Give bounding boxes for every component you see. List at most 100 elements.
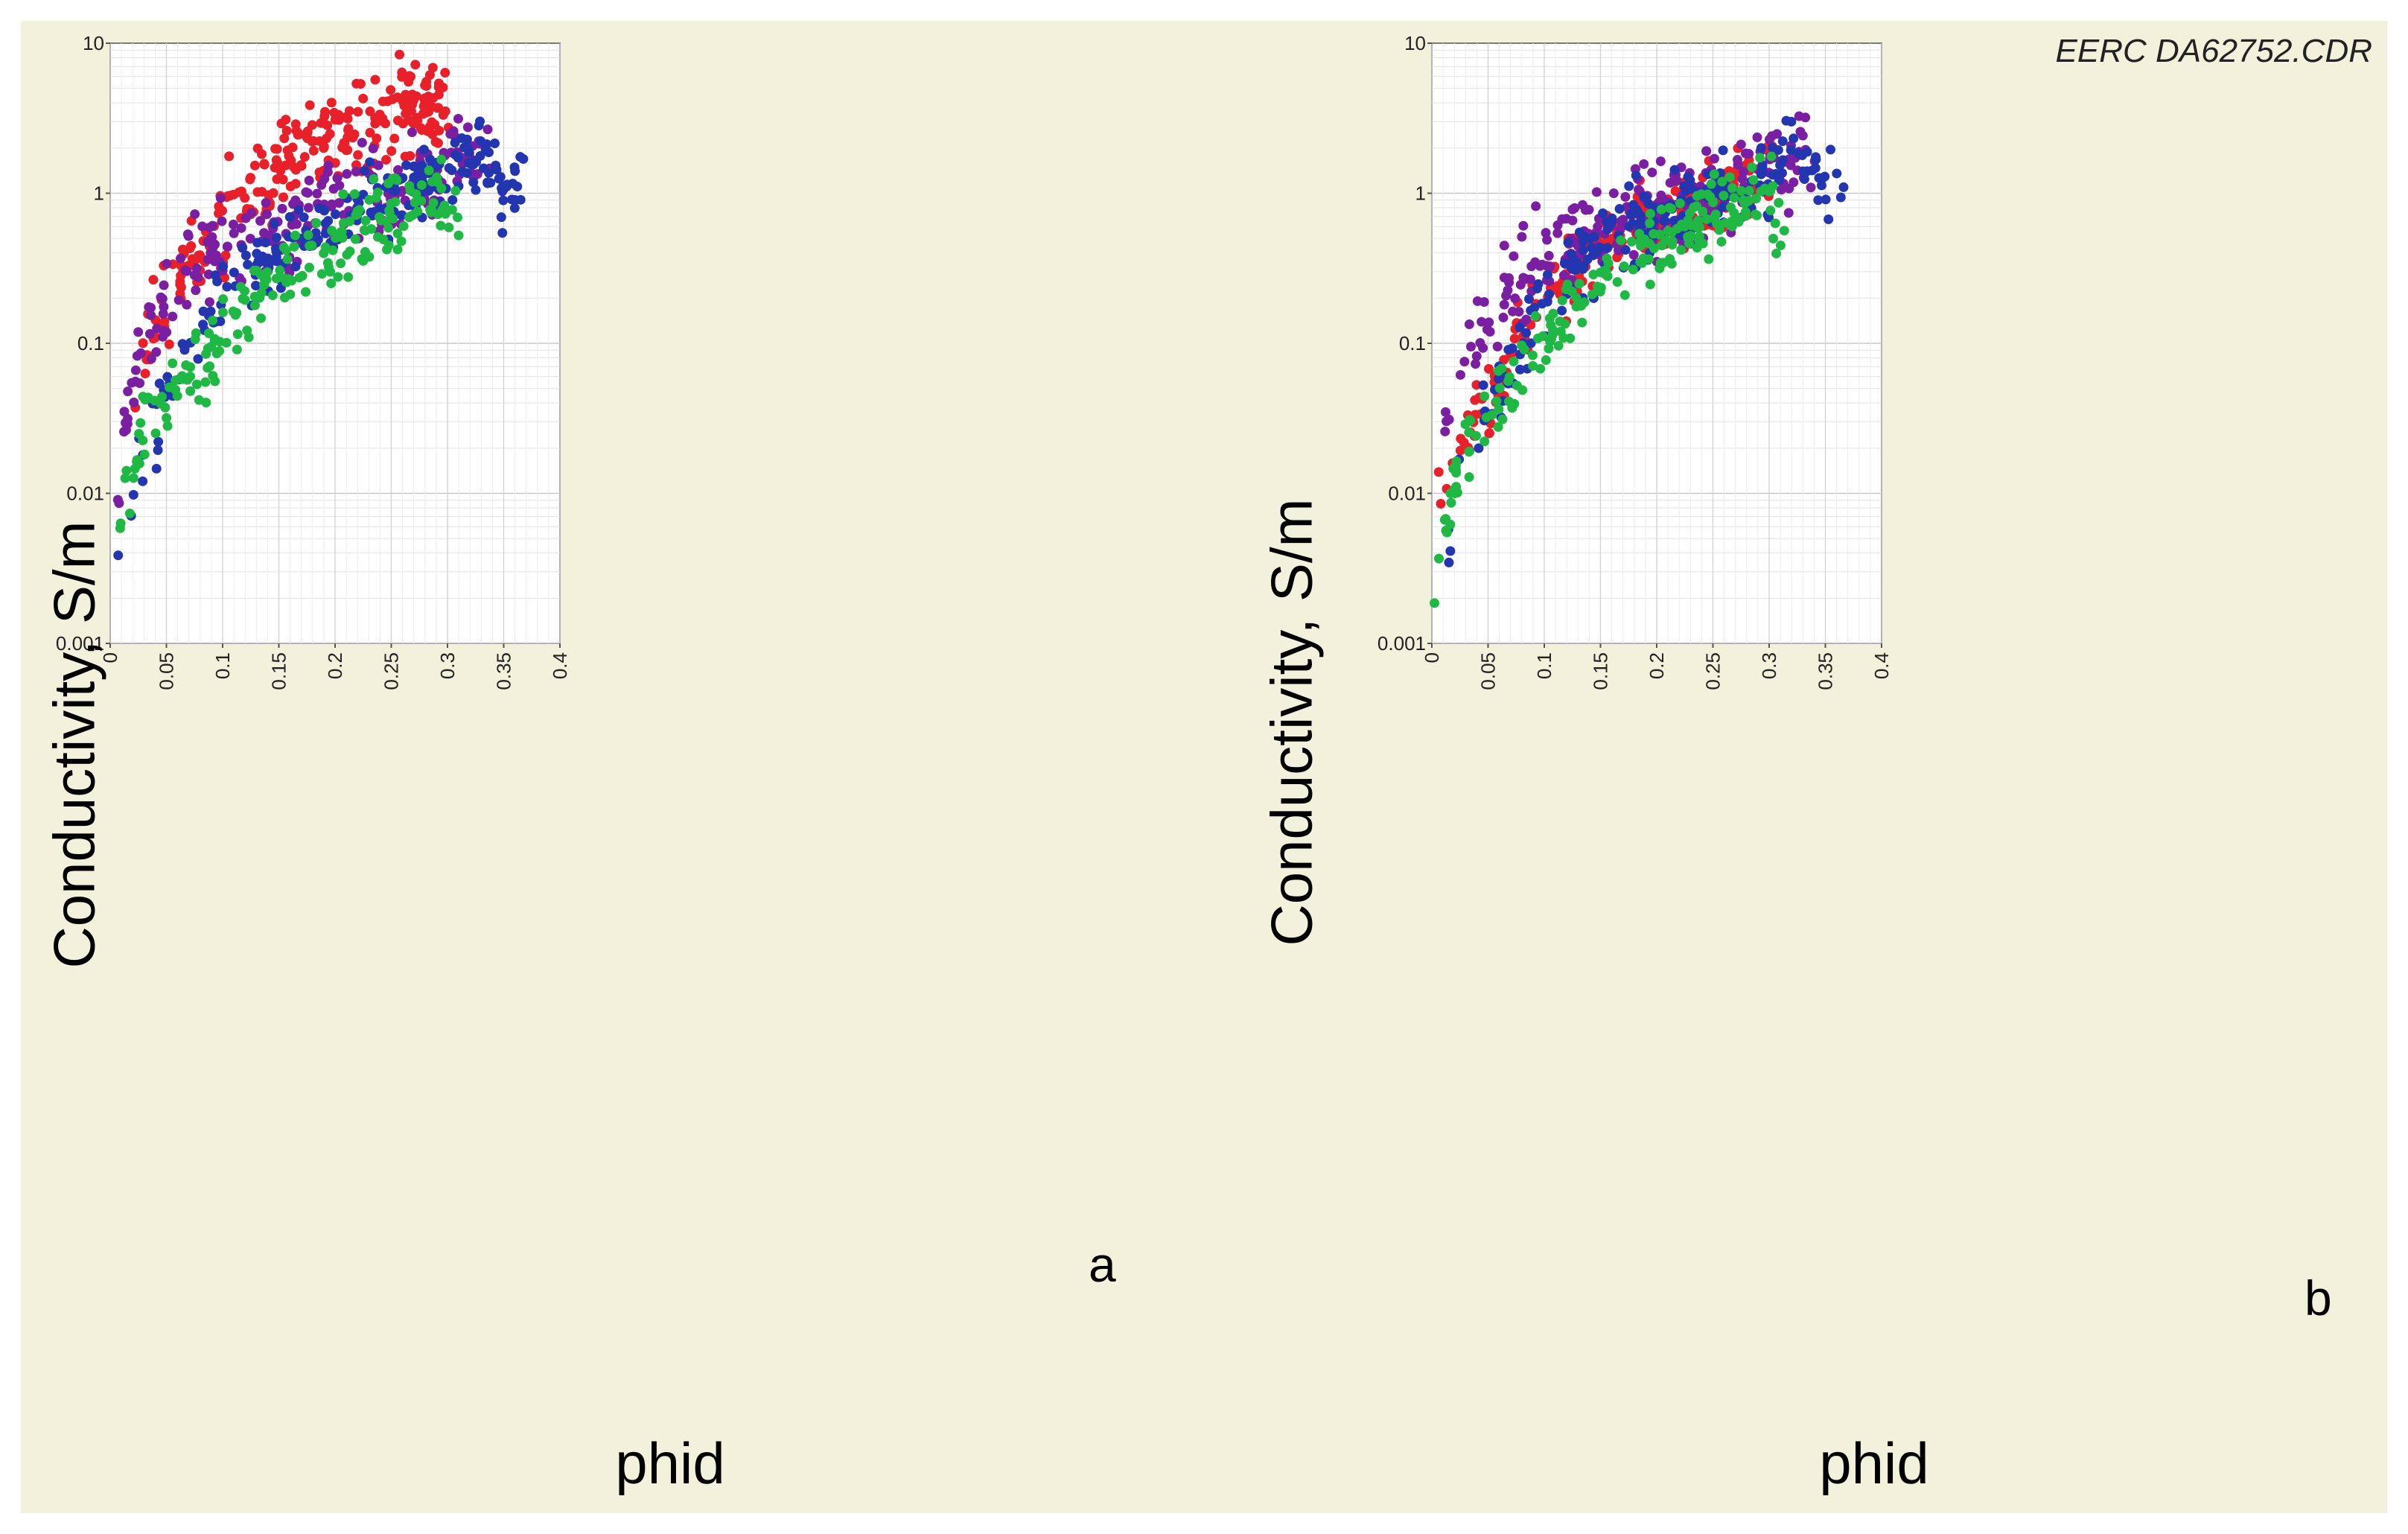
data-point [1541, 228, 1551, 238]
data-point [1541, 261, 1552, 271]
data-point [1740, 148, 1751, 159]
data-point [148, 275, 159, 285]
data-point [436, 154, 447, 165]
data-point [410, 197, 420, 208]
data-point [396, 210, 407, 220]
data-point [1492, 341, 1503, 351]
data-point [291, 126, 302, 136]
x-tick-label: 0.3 [436, 652, 459, 679]
data-point [287, 220, 297, 230]
data-point [1655, 156, 1666, 167]
x-tick-label: 0 [99, 652, 121, 663]
data-point [1555, 316, 1565, 327]
data-point [411, 91, 421, 101]
data-point [284, 211, 295, 222]
data-point [369, 174, 379, 185]
data-point [301, 187, 311, 197]
data-point [1514, 364, 1525, 375]
data-point [376, 215, 386, 226]
data-point [448, 126, 459, 136]
data-point [489, 139, 500, 149]
y-tick-label: 1 [94, 182, 104, 205]
data-point [359, 225, 369, 235]
data-point [232, 344, 242, 354]
data-point [401, 109, 411, 119]
data-point [320, 242, 331, 252]
data-point [218, 261, 229, 272]
data-point [1591, 187, 1602, 197]
data-point [123, 386, 133, 397]
data-point [343, 113, 353, 124]
data-point [1750, 209, 1760, 220]
data-point [156, 398, 166, 409]
data-point [436, 183, 447, 194]
data-point [245, 174, 255, 185]
data-point [1725, 202, 1736, 212]
data-point [398, 97, 408, 107]
data-point [1494, 383, 1505, 393]
data-point [164, 382, 174, 392]
data-point [1657, 241, 1667, 251]
y-axis-label-a: Conductivity, S/m [41, 521, 107, 969]
data-point [368, 143, 378, 153]
data-point [203, 254, 213, 264]
data-point [224, 151, 235, 162]
data-point [229, 228, 239, 238]
data-point [1729, 193, 1739, 203]
data-point [1603, 222, 1614, 232]
series-green [1429, 151, 1789, 608]
data-point [1692, 191, 1702, 201]
data-point [222, 241, 232, 252]
data-point [128, 473, 138, 483]
data-point [162, 372, 173, 382]
data-point [349, 189, 360, 200]
figure-credit: EERC DA62752.CDR [2055, 33, 2373, 69]
panel-b: 10 1 0.1 0.01 0.001 0 0.05 0.1 0.15 0.2 0.25 0.3 0.3… [1204, 0, 2408, 1534]
data-point [294, 273, 305, 283]
data-point [1558, 333, 1569, 343]
data-point [257, 187, 267, 197]
data-point [397, 71, 407, 82]
data-point [423, 126, 433, 136]
data-point [1455, 445, 1465, 456]
y-tick-label: 0.001 [56, 632, 104, 655]
data-point [1591, 247, 1602, 258]
data-point [214, 201, 224, 211]
data-point [1664, 203, 1675, 213]
data-point [1740, 211, 1751, 221]
data-point [323, 262, 334, 273]
data-point [444, 222, 454, 232]
y-tick-label: 0.01 [66, 483, 104, 505]
data-point [1823, 214, 1834, 225]
data-point [299, 212, 309, 223]
data-point [1464, 446, 1474, 456]
data-point [1459, 357, 1470, 367]
data-point [214, 209, 224, 219]
data-point [1717, 176, 1727, 187]
data-point [277, 203, 287, 214]
data-point [191, 285, 201, 296]
data-point [1774, 197, 1784, 208]
data-point [365, 106, 375, 117]
data-point [453, 113, 463, 124]
data-point [418, 144, 429, 155]
data-point [143, 392, 153, 403]
data-point [1588, 270, 1599, 280]
data-point [139, 449, 150, 459]
data-point [319, 143, 329, 153]
data-point [152, 323, 162, 334]
data-point [194, 250, 204, 261]
data-point [1544, 343, 1554, 354]
data-point [1816, 180, 1826, 191]
data-point [185, 386, 196, 396]
x-tick-label: 0.05 [156, 652, 178, 690]
data-point [150, 428, 161, 439]
data-point [182, 299, 192, 310]
data-point [509, 203, 520, 213]
data-point [1738, 195, 1748, 206]
data-point [235, 281, 246, 292]
data-point [1649, 243, 1659, 253]
data-point [214, 337, 225, 347]
data-point [176, 253, 186, 264]
